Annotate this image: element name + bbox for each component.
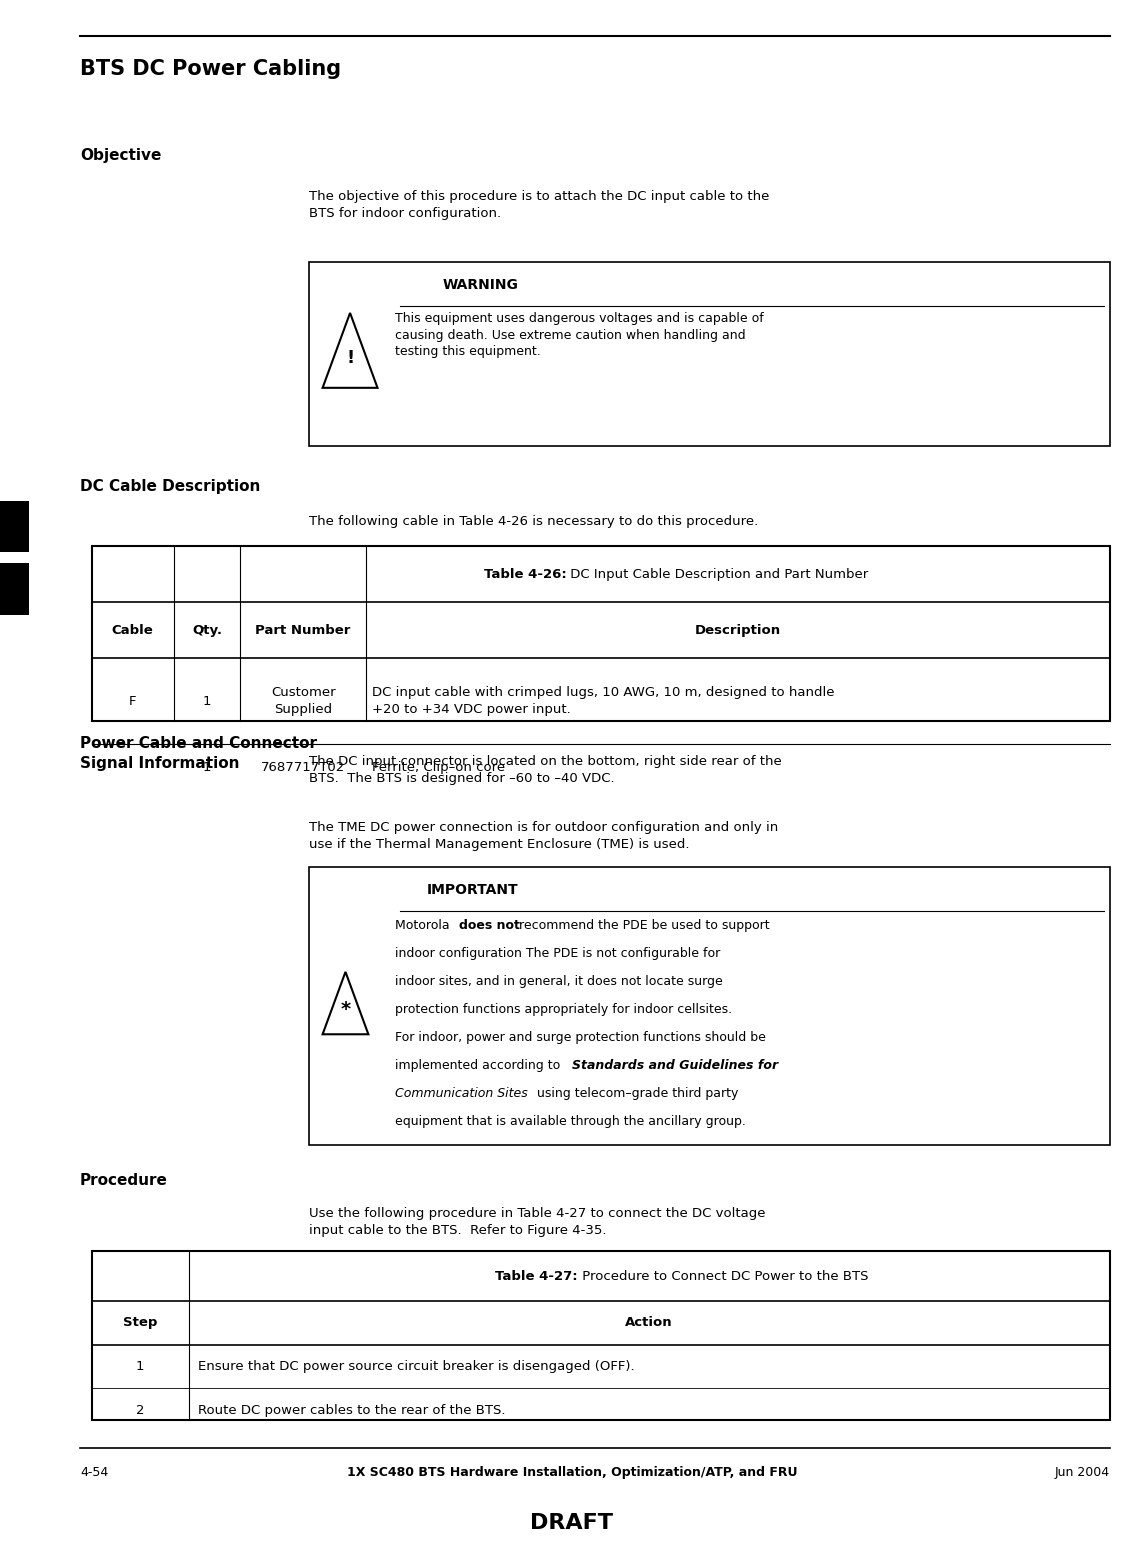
Text: Table 4-26:: Table 4-26: xyxy=(484,568,566,580)
Text: equipment that is available through the ancillary group.: equipment that is available through the … xyxy=(395,1115,746,1128)
Text: Jun 2004: Jun 2004 xyxy=(1055,1466,1110,1479)
Text: Action: Action xyxy=(626,1317,673,1329)
Text: Motorola: Motorola xyxy=(395,919,453,931)
Text: 1X SC480 BTS Hardware Installation, Optimization/ATP, and FRU: 1X SC480 BTS Hardware Installation, Opti… xyxy=(347,1466,797,1479)
Text: Table 4-27:: Table 4-27: xyxy=(495,1270,578,1282)
Text: indoor configuration The PDE is not configurable for: indoor configuration The PDE is not conf… xyxy=(395,947,720,959)
Bar xyxy=(92,1251,1110,1420)
Text: Qty.: Qty. xyxy=(192,624,222,636)
Text: BTS DC Power Cabling: BTS DC Power Cabling xyxy=(80,59,341,80)
Text: 1: 1 xyxy=(202,694,212,708)
Text: implemented according to: implemented according to xyxy=(395,1059,564,1072)
Text: WARNING: WARNING xyxy=(443,278,518,292)
Text: DC Cable Description: DC Cable Description xyxy=(80,479,261,495)
Text: Ensure that DC power source circuit breaker is disengaged (OFF).: Ensure that DC power source circuit brea… xyxy=(198,1360,635,1373)
Text: DC input cable with crimped lugs, 10 AWG, 10 m, designed to handle
+20 to +34 VD: DC input cable with crimped lugs, 10 AWG… xyxy=(372,686,834,716)
Text: The TME DC power connection is for outdoor configuration and only in
use if the : The TME DC power connection is for outdo… xyxy=(309,821,778,850)
Text: Part Number: Part Number xyxy=(255,624,351,636)
Bar xyxy=(0,501,29,552)
Text: 4: 4 xyxy=(15,571,25,587)
Polygon shape xyxy=(323,314,378,388)
Text: This equipment uses dangerous voltages and is capable of
causing death. Use extr: This equipment uses dangerous voltages a… xyxy=(395,312,763,357)
Text: Customer
Supplied: Customer Supplied xyxy=(271,686,335,716)
Text: protection functions appropriately for indoor cellsites.: protection functions appropriately for i… xyxy=(395,1003,732,1016)
Text: For indoor, power and surge protection functions should be: For indoor, power and surge protection f… xyxy=(395,1031,765,1044)
Text: 4-54: 4-54 xyxy=(80,1466,109,1479)
Text: DRAFT: DRAFT xyxy=(531,1513,613,1533)
Text: Communication Sites: Communication Sites xyxy=(395,1087,527,1100)
Text: does not: does not xyxy=(459,919,519,931)
Text: Description: Description xyxy=(694,624,781,636)
Text: Route DC power cables to the rear of the BTS.: Route DC power cables to the rear of the… xyxy=(198,1404,506,1416)
Text: Objective: Objective xyxy=(80,148,161,164)
Text: using telecom–grade third party: using telecom–grade third party xyxy=(530,1087,739,1100)
Bar xyxy=(309,867,1110,1145)
Text: The following cable in Table 4-26 is necessary to do this procedure.: The following cable in Table 4-26 is nec… xyxy=(309,515,758,527)
Text: The objective of this procedure is to attach the DC input cable to the
BTS for i: The objective of this procedure is to at… xyxy=(309,190,769,220)
Text: Power Cable and Connector
Signal Information: Power Cable and Connector Signal Informa… xyxy=(80,736,317,771)
Text: !: ! xyxy=(345,349,355,367)
Text: 2: 2 xyxy=(136,1404,144,1416)
Polygon shape xyxy=(323,972,368,1034)
Text: Step: Step xyxy=(122,1317,158,1329)
Text: DC Input Cable Description and Part Number: DC Input Cable Description and Part Numb… xyxy=(566,568,868,580)
Text: The DC input connector is located on the bottom, right side rear of the
BTS.  Th: The DC input connector is located on the… xyxy=(309,755,781,785)
Bar xyxy=(92,546,1110,721)
Text: Use the following procedure in Table 4-27 to connect the DC voltage
input cable : Use the following procedure in Table 4-2… xyxy=(309,1207,765,1237)
Text: F: F xyxy=(129,694,136,708)
Text: Cable: Cable xyxy=(112,624,153,636)
Text: *: * xyxy=(341,1000,350,1019)
Text: 1: 1 xyxy=(136,1360,144,1373)
Bar xyxy=(309,262,1110,446)
Text: Ferrite, Clip–on core: Ferrite, Clip–on core xyxy=(372,761,505,774)
Text: Procedure to Connect DC Power to the BTS: Procedure to Connect DC Power to the BTS xyxy=(578,1270,868,1282)
Text: indoor sites, and in general, it does not locate surge: indoor sites, and in general, it does no… xyxy=(395,975,722,987)
Text: Standards and Guidelines for: Standards and Guidelines for xyxy=(572,1059,778,1072)
Text: IMPORTANT: IMPORTANT xyxy=(427,883,518,897)
Text: Procedure: Procedure xyxy=(80,1173,168,1189)
Text: recommend the PDE be used to support: recommend the PDE be used to support xyxy=(515,919,770,931)
Text: 7687717T02: 7687717T02 xyxy=(261,761,345,774)
Bar xyxy=(0,563,29,615)
Text: 1: 1 xyxy=(202,761,212,774)
